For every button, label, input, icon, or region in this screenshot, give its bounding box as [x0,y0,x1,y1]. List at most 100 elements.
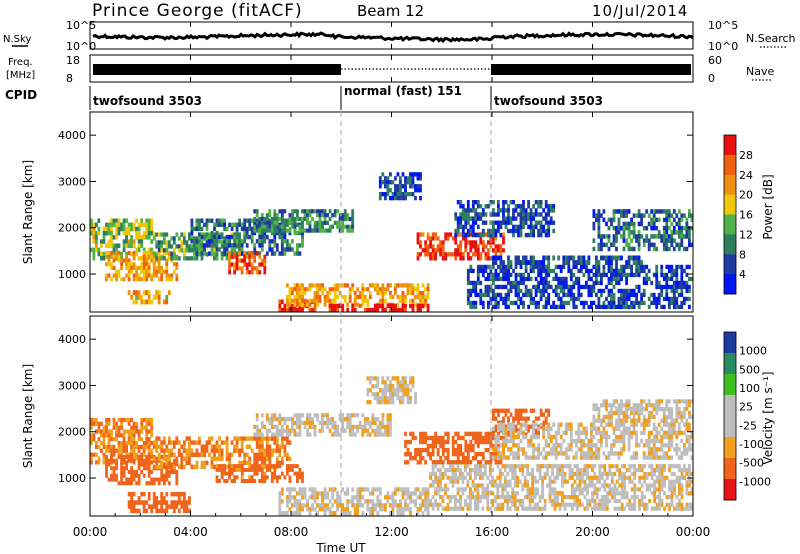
power-region-6-cell [260,216,264,222]
power-region-13-cell [494,268,498,274]
power-region-13-cell [647,296,651,302]
velocity-region-6-cell [298,491,302,496]
power-region-11-cell [431,236,435,241]
power-region-0-cell [105,231,108,236]
power-region-12-cell [544,232,548,238]
power-region-13-cell [499,284,503,290]
velocity-region-8-cell [484,435,488,441]
power-region-11-cell [429,252,432,257]
velocity-region-7-cell [368,376,372,381]
power-region-11-cell [494,252,498,257]
power-region-13-cell [534,300,538,306]
velocity-region-5-cell [348,420,352,426]
velocity-region-8-cell [459,435,463,441]
velocity-region-10-cell [444,483,447,488]
velocity-region-10-cell [429,483,432,488]
velocity-region-10-cell [498,479,502,484]
velocity-region-4-cell [215,467,219,472]
power-region-0-cell [97,247,101,253]
velocity-region-10-cell [493,506,497,511]
velocity-region-3-cell [188,448,191,453]
velocity-region-9-cell [519,412,523,417]
power-region-2-cell [157,290,161,296]
power-region-13-cell [479,296,483,302]
velocity-region-7-cell [391,376,395,381]
freq-tick-top: 18 [66,54,80,67]
power-region-13-cell [632,304,636,310]
power-region-1-cell [152,273,156,278]
power-region-15-cell [662,209,666,214]
power-region-0-cell [95,239,98,244]
power-region-8-cell [293,283,297,288]
velocity-region-3-cell [185,456,189,461]
velocity-region-6-cell [414,491,417,496]
power-region-13-cell [630,264,633,270]
power-region-15-cell [617,217,621,223]
power-region-13-cell [595,280,598,286]
velocity-region-3-cell [258,440,262,445]
velocity-region-9-cell [537,416,540,421]
velocity-region-10-cell [451,506,455,511]
velocity-region-5-cell [338,413,342,418]
velocity-region-2-cell [183,496,186,501]
velocity-region-10-cell [531,468,534,473]
power-region-8-cell [411,291,415,296]
velocity-region-10-cell [633,495,637,500]
velocity-region-0-cell [110,437,113,442]
power-region-13-cell [492,272,495,278]
power-region-12-cell [454,232,458,238]
velocity-region-8-cell [456,460,460,465]
velocity-region-1-cell [122,466,126,471]
velocity-region-0-cell [97,421,101,426]
velocity-region-10-cell [431,471,435,477]
velocity-region-3-cell [286,440,289,445]
power-region-13-cell [579,300,583,306]
power-region-4-cell [203,243,206,248]
power-region-6-cell [283,228,287,233]
velocity-region-9-cell [494,416,498,421]
velocity-region-10-cell [633,498,637,504]
velocity-region-8-cell [456,456,460,461]
power-region-15-cell [688,238,691,243]
power-region-13-cell [507,296,510,302]
power-region-11-cell [419,252,422,257]
velocity-region-9-cell [497,432,500,437]
velocity-region-3-cell [188,456,191,461]
velocity-region-0-cell [112,425,116,430]
power-region-13-cell [607,276,611,282]
velocity-region-8-cell [451,460,455,465]
velocity-region-3-cell [265,436,269,441]
power-region-15-cell [683,234,686,239]
velocity-region-8-cell [454,431,458,437]
power-region-8-cell [348,294,352,300]
power-region-12-cell [504,220,508,225]
power-region-13-cell [675,300,679,306]
velocity-region-0-cell [125,448,128,453]
velocity-region-3-cell [253,436,257,441]
power-region-8-cell [286,302,289,307]
power-region-13-cell [625,272,628,278]
power-region-4-cell [283,234,287,240]
power-region-15-cell [637,230,641,235]
velocity-region-6-cell [389,495,392,500]
velocity-region-10-cell [635,468,639,473]
velocity-region-4-cell [245,479,249,483]
velocity-region-10-cell [573,479,577,484]
power-region-15-cell [688,234,691,239]
power-region-13-cell [557,280,561,286]
velocity-region-8-cell [484,431,488,437]
power-region-4-cell [218,239,221,244]
power-region-0-cell [107,243,111,248]
velocity-region-5-cell [331,420,334,426]
velocity-region-10-cell [503,498,507,504]
power-region-13-cell [537,288,540,294]
power-region-13-cell [617,268,621,274]
velocity-region-1-cell [172,458,176,463]
power-region-12-cell [466,232,470,238]
velocity-region-4-cell [223,471,226,476]
power-region-4-cell [195,239,199,244]
velocity-region-10-cell [531,498,534,504]
velocity-region-6-cell [341,511,345,516]
velocity-region-10-cell [446,506,450,511]
velocity-region-10-cell [556,495,559,500]
